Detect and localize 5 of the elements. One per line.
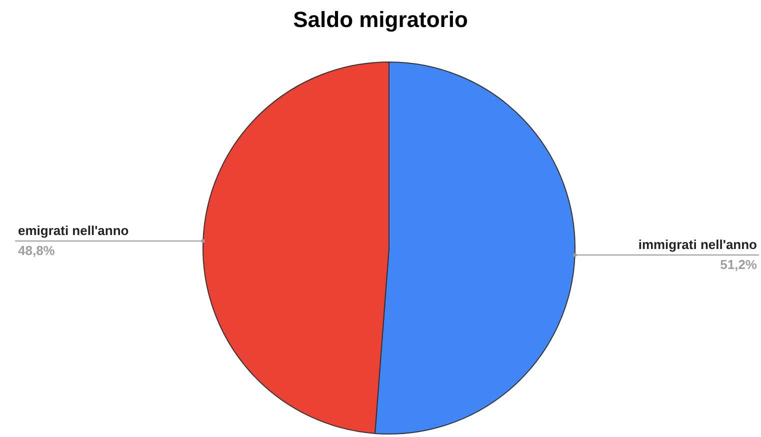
data-label: 51,2%: [720, 257, 758, 272]
data-label: 48,8%: [18, 242, 56, 258]
slice-label: immigrati nell'anno: [638, 237, 758, 252]
chart-title: Saldo migratorio: [293, 7, 468, 32]
slice-label: emigrati nell'anno: [18, 222, 129, 238]
